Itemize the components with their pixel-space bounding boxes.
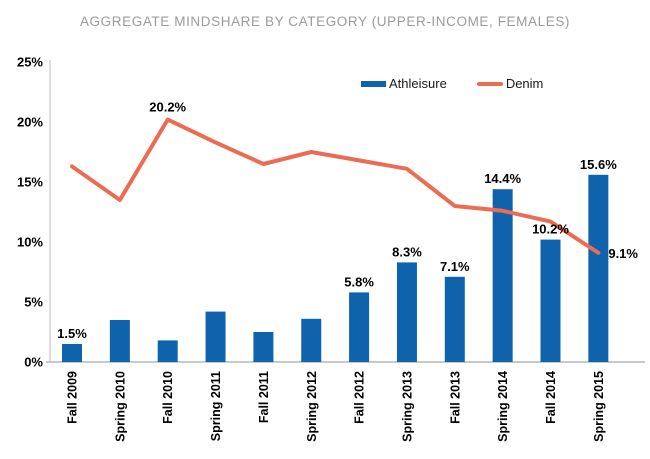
athleisure-bar-fall-2013 bbox=[444, 276, 465, 362]
legend-item-athleisure: Athleisure bbox=[361, 77, 447, 90]
x-tick-label-fall-2014: Fall 2014 bbox=[544, 371, 558, 424]
athleisure-bar-fall-2012 bbox=[349, 292, 370, 362]
x-tick-label-spring-2012: Spring 2012 bbox=[305, 371, 319, 442]
denim-data-label-spring-2015: 9.1% bbox=[608, 246, 638, 261]
athleisure-bar-spring-2015 bbox=[588, 174, 609, 362]
x-tick-label-spring-2010: Spring 2010 bbox=[113, 371, 127, 442]
athleisure-bar-spring-2013 bbox=[396, 262, 417, 362]
athleisure-bar-spring-2010 bbox=[109, 320, 130, 362]
x-tick-label-fall-2010: Fall 2010 bbox=[161, 371, 175, 424]
legend-item-denim: Denim bbox=[476, 76, 544, 91]
legend-label-athleisure: Athleisure bbox=[389, 76, 447, 91]
x-tick-label-spring-2015: Spring 2015 bbox=[592, 371, 606, 442]
y-tick-label-20%: 20% bbox=[17, 115, 43, 130]
y-tick-label-25%: 25% bbox=[17, 55, 43, 70]
athleisure-bar-fall-2009 bbox=[62, 344, 82, 362]
athleisure-data-label-fall-2013: 7.1% bbox=[440, 259, 470, 274]
athleisure-bar-fall-2011 bbox=[253, 332, 274, 362]
x-tick-label-fall-2009: Fall 2009 bbox=[66, 371, 80, 424]
denim-line bbox=[70, 117, 601, 255]
athleisure-data-label-spring-2015: 15.6% bbox=[580, 157, 617, 172]
athleisure-bar-fall-2010 bbox=[157, 340, 178, 362]
denim-data-label-fall-2010: 20.2% bbox=[149, 100, 186, 115]
athleisure-data-label-spring-2013: 8.3% bbox=[392, 244, 422, 259]
legend-label-denim: Denim bbox=[505, 76, 544, 91]
x-tick-label-fall-2011: Fall 2011 bbox=[257, 371, 271, 423]
athleisure-data-label-fall-2009: 1.5% bbox=[57, 326, 87, 341]
athleisure-data-label-spring-2014: 14.4% bbox=[484, 171, 521, 186]
x-tick-label-fall-2013: Fall 2013 bbox=[448, 371, 462, 424]
x-tick-label-spring-2013: Spring 2013 bbox=[400, 371, 414, 442]
y-tick-label-15%: 15% bbox=[17, 175, 43, 190]
x-tick-label-spring-2011: Spring 2011 bbox=[209, 371, 223, 441]
denim-line-swatch-icon bbox=[476, 81, 503, 86]
x-tick-label-spring-2014: Spring 2014 bbox=[496, 371, 510, 442]
athleisure-data-label-fall-2012: 5.8% bbox=[344, 274, 374, 289]
x-tick-label-fall-2012: Fall 2012 bbox=[353, 371, 367, 424]
athleisure-data-label-fall-2014: 10.2% bbox=[532, 222, 569, 237]
athleisure-bar-spring-2012 bbox=[301, 318, 322, 362]
y-tick-label-0%: 0% bbox=[24, 355, 43, 370]
y-tick-label-10%: 10% bbox=[17, 235, 43, 250]
athleisure-bar-swatch-icon bbox=[361, 80, 386, 87]
athleisure-bar-fall-2014 bbox=[540, 239, 561, 362]
athleisure-bar-spring-2014 bbox=[492, 189, 513, 362]
athleisure-bar-spring-2011 bbox=[205, 311, 226, 362]
chart-title: AGGREGATE MINDSHARE BY CATEGORY (UPPER-I… bbox=[79, 14, 571, 29]
y-tick-label-5%: 5% bbox=[24, 295, 43, 310]
legend: Athleisure Denim bbox=[361, 77, 543, 90]
